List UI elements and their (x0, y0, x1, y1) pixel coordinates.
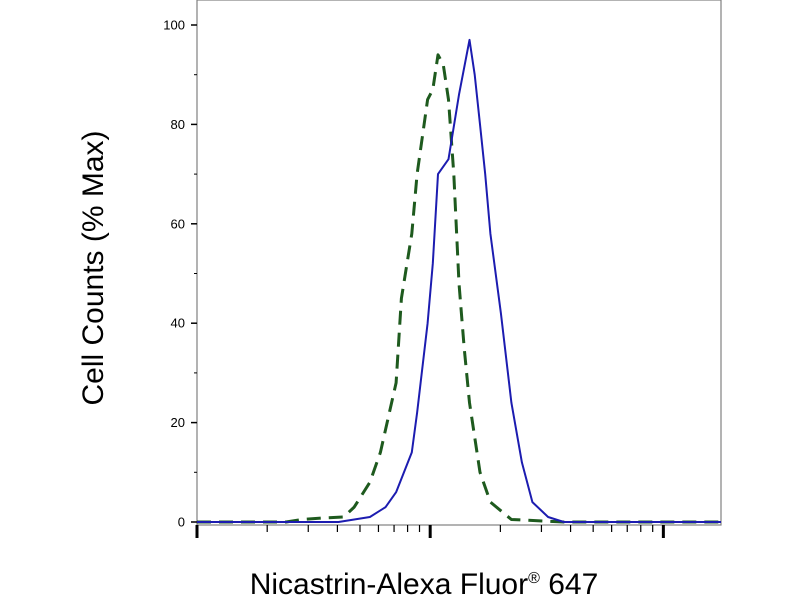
series-line-dashed (197, 53, 721, 524)
series-layer (197, 38, 721, 524)
x-axis-title-main: Nicastrin-Alexa Fluor (250, 568, 528, 600)
x-axis (195, 525, 665, 538)
y-tick-label: 40 (171, 316, 185, 331)
x-axis-title-suffix: 647 (540, 568, 598, 600)
plot-frame (196, 0, 722, 526)
series-line-solid (197, 38, 721, 523)
y-axis-title: Cell Counts (% Max) (77, 130, 110, 405)
y-tick-label: 20 (171, 415, 185, 430)
y-tick-label: 80 (171, 117, 185, 132)
y-tick-label: 60 (171, 216, 185, 231)
x-axis-title-registered-mark: ® (528, 570, 540, 587)
y-axis: 0 20 40 60 80 100 (163, 18, 197, 530)
y-tick-label: 100 (163, 18, 185, 33)
x-axis-title: Nicastrin-Alexa Fluor® 647 (250, 568, 599, 600)
y-tick-label: 0 (178, 515, 185, 530)
